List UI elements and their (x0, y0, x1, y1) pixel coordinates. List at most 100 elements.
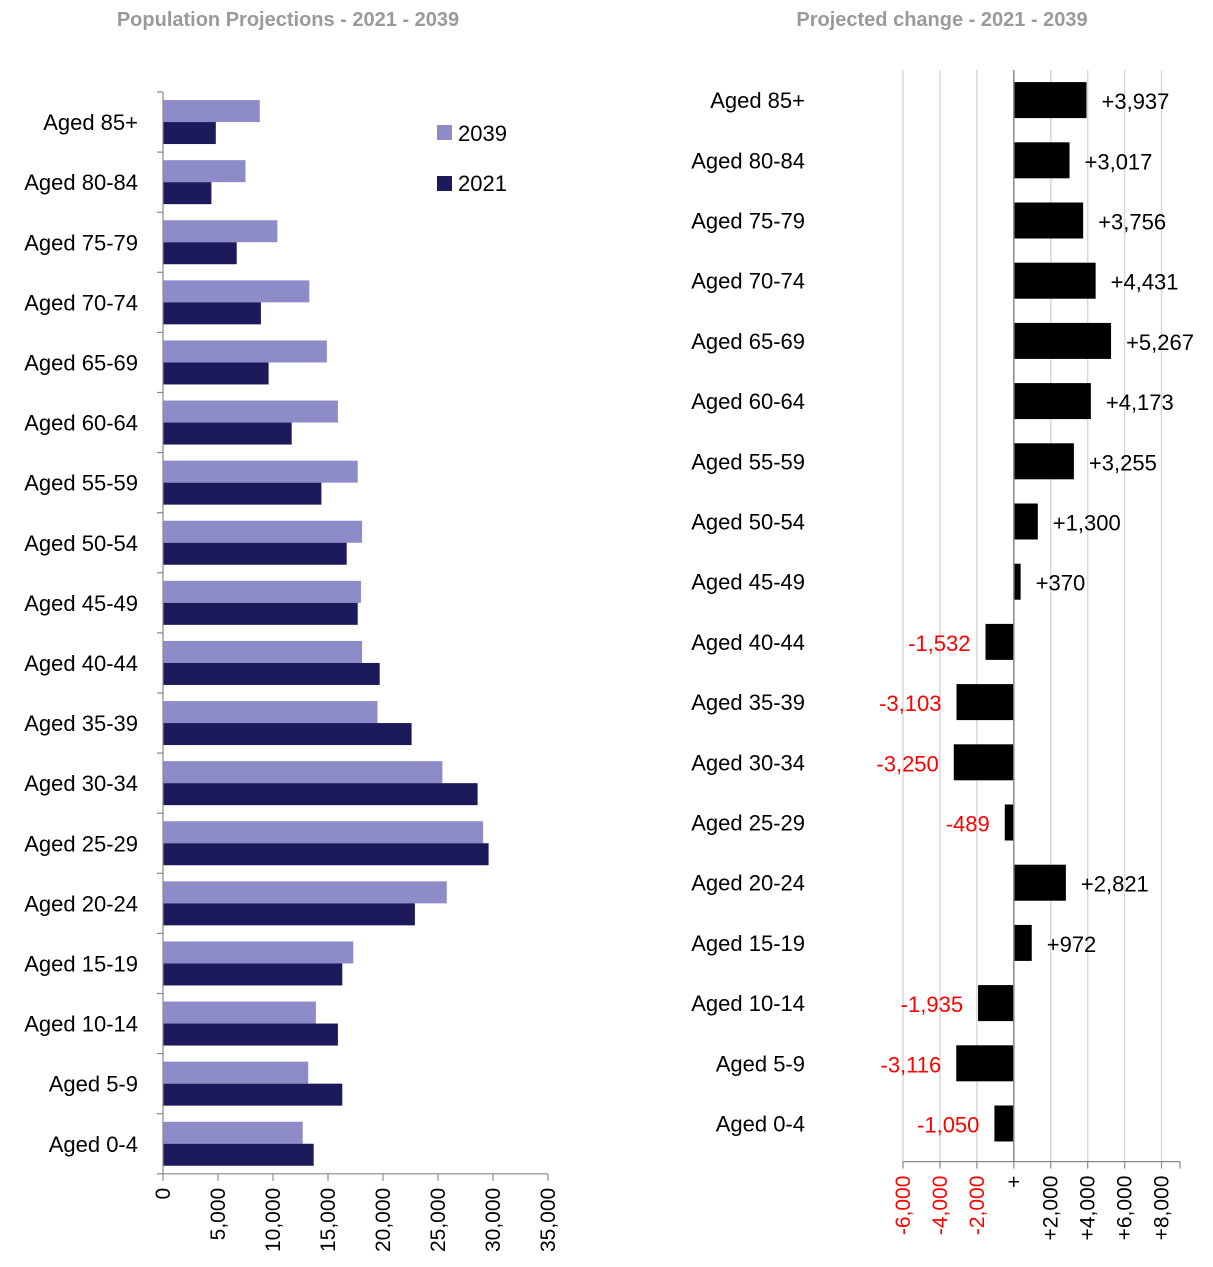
left-tick-label-10-000: 10,000 (262, 1188, 285, 1252)
bar-2021-aged-85 (163, 122, 216, 145)
left-category-label-aged-10-14: Aged 10-14 (24, 1012, 138, 1037)
left-category-label-aged-60-64: Aged 60-64 (24, 411, 138, 436)
right-category-labels: Aged 85+ Aged 80-84 Aged 75-79 Aged 70-74 Ag… (691, 88, 805, 1136)
left-category-labels: Aged 85+ Aged 80-84 Aged 75-79 Aged 70-74 Ag… (24, 110, 138, 1157)
data-label-aged-35-39: -3,103 (879, 691, 941, 716)
right-category-label-aged-35-39: Aged 35-39 (691, 690, 805, 715)
left-tick-label-25-000: 25,000 (427, 1188, 450, 1252)
right-category-label-aged-0-4: Aged 0-4 (716, 1112, 805, 1137)
left-chart-title: Population Projections - 2021 - 2039 (117, 9, 459, 31)
left-tick-label-20-000: 20,000 (372, 1188, 395, 1252)
data-label-aged-60-64: +4,173 (1106, 390, 1174, 415)
right-category-label-aged-10-14: Aged 10-14 (691, 991, 805, 1016)
data-label-aged-30-34: -3,250 (876, 751, 938, 776)
data-label-aged-55-59: +3,255 (1089, 450, 1157, 475)
bar-2021-aged-75-79 (163, 242, 237, 265)
left-category-label-aged-75-79: Aged 75-79 (24, 230, 138, 255)
data-label-aged-85: +3,937 (1102, 89, 1170, 114)
legend-swatch-2021 (437, 176, 452, 191)
legend-swatch-2039 (437, 125, 452, 140)
bar-2039-aged-35-39 (163, 701, 378, 724)
right-axis (902, 70, 1181, 1169)
left-tick-label-15-000: 15,000 (317, 1188, 340, 1252)
bar-2021-aged-65-69 (163, 362, 269, 385)
bar-2039-aged-15-19 (163, 941, 354, 964)
change-bar-aged-75-79 (1013, 202, 1084, 239)
left-category-label-aged-80-84: Aged 80-84 (24, 170, 138, 195)
left-category-label-aged-65-69: Aged 65-69 (24, 350, 138, 375)
change-bar-aged-10-14 (978, 985, 1014, 1022)
data-label-aged-5-9: -3,116 (881, 1052, 942, 1077)
left-category-label-aged-70-74: Aged 70-74 (24, 290, 138, 315)
right-tick-labels: -6,000 -4,000 -2,000 + +2,000 +4,000 +6,000 +8,… (892, 1176, 1174, 1241)
right-data-labels: +3,937 +3,017 +3,756 +4,431 +5,267 +4,173 +3,2… (876, 89, 1194, 1137)
left-tick-label-5-000: 5,000 (207, 1188, 230, 1241)
right-tick-label-pos-8-000: +8,000 (1151, 1176, 1174, 1241)
bar-2039-aged-75-79 (163, 220, 278, 243)
bar-2021-aged-30-34 (163, 783, 478, 806)
change-bar-aged-85 (1013, 82, 1087, 119)
left-tick-label-0: 0 (152, 1188, 175, 1200)
data-label-aged-10-14: -1,935 (901, 992, 963, 1017)
bar-2039-aged-5-9 (163, 1061, 309, 1084)
bar-2021-aged-15-19 (163, 963, 343, 986)
right-category-label-aged-40-44: Aged 40-44 (691, 630, 805, 655)
bar-2039-aged-30-34 (163, 761, 443, 784)
left-category-label-aged-0-4: Aged 0-4 (49, 1132, 138, 1157)
change-bar-aged-60-64 (1013, 383, 1091, 420)
bar-2039-aged-20-24 (163, 881, 447, 904)
change-bar-aged-0-4 (994, 1105, 1014, 1142)
right-tick-label-pos-: + (1003, 1176, 1026, 1188)
left-category-label-aged-30-34: Aged 30-34 (24, 771, 138, 796)
left-tick-label-35-000: 35,000 (537, 1188, 560, 1252)
bar-2021-aged-50-54 (163, 542, 347, 565)
bar-2021-aged-35-39 (163, 723, 412, 746)
right-bars (953, 82, 1112, 1142)
right-tick-label-pos-6-000: +6,000 (1114, 1176, 1137, 1241)
legend: 2039 2021 (437, 121, 507, 196)
bar-2039-aged-55-59 (163, 460, 358, 483)
change-bar-aged-35-39 (956, 684, 1014, 721)
change-bar-aged-5-9 (956, 1045, 1014, 1082)
left-category-label-aged-45-49: Aged 45-49 (24, 591, 138, 616)
legend-label-2021: 2021 (458, 171, 507, 196)
bar-2039-aged-10-14 (163, 1001, 316, 1024)
change-bar-aged-55-59 (1013, 443, 1074, 480)
left-tick-labels: 0 5,000 10,000 15,000 20,000 25,000 30,000 35,0… (152, 1188, 560, 1252)
right-category-label-aged-75-79: Aged 75-79 (691, 209, 805, 234)
right-category-label-aged-50-54: Aged 50-54 (691, 510, 805, 535)
population-projections-chart: Population Projections - 2021 - 2039 Age… (24, 9, 560, 1252)
change-bar-aged-50-54 (1013, 503, 1038, 540)
bar-2021-aged-60-64 (163, 422, 292, 445)
right-tick-label-neg-4-000: -4,000 (929, 1176, 952, 1236)
right-category-label-aged-15-19: Aged 15-19 (691, 931, 805, 956)
bar-2021-aged-20-24 (163, 903, 415, 926)
right-tick-label-neg-6-000: -6,000 (892, 1176, 915, 1236)
bar-2021-aged-10-14 (163, 1023, 338, 1046)
change-bar-aged-25-29 (1004, 804, 1014, 841)
bar-2039-aged-0-4 (163, 1121, 303, 1144)
right-tick-label-pos-4-000: +4,000 (1077, 1176, 1100, 1241)
bar-2039-aged-85 (163, 100, 260, 123)
bar-2021-aged-25-29 (163, 843, 489, 866)
bar-2039-aged-45-49 (163, 580, 361, 603)
change-bar-aged-40-44 (985, 623, 1014, 660)
bar-2021-aged-80-84 (163, 182, 212, 205)
bar-2021-aged-0-4 (163, 1143, 314, 1166)
change-bar-aged-80-84 (1013, 142, 1070, 179)
right-category-label-aged-80-84: Aged 80-84 (691, 148, 805, 173)
right-category-label-aged-25-29: Aged 25-29 (691, 811, 805, 836)
right-category-label-aged-30-34: Aged 30-34 (691, 750, 805, 775)
left-category-label-aged-5-9: Aged 5-9 (49, 1072, 138, 1097)
right-category-label-aged-65-69: Aged 65-69 (691, 329, 805, 354)
left-bars (163, 100, 489, 1166)
change-bar-aged-20-24 (1013, 864, 1066, 901)
data-label-aged-80-84: +3,017 (1085, 149, 1153, 174)
change-bar-aged-15-19 (1013, 924, 1032, 961)
change-bar-aged-65-69 (1013, 322, 1112, 359)
data-label-aged-40-44: -1,532 (908, 631, 970, 656)
data-label-aged-0-4: -1,050 (917, 1113, 979, 1138)
bar-2039-aged-60-64 (163, 400, 338, 423)
